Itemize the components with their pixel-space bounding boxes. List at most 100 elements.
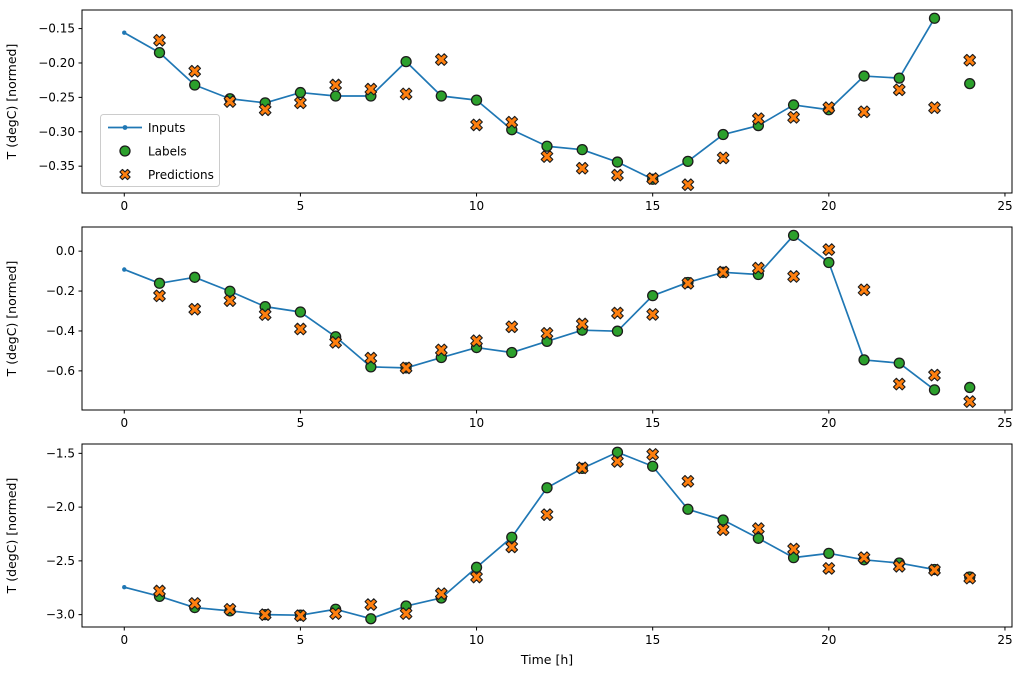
prediction-point [434, 587, 448, 601]
y-tick-label: −0.2 [46, 284, 75, 298]
x-axis: 0 5 10 15 20 25 [120, 627, 1013, 647]
legend-item-label: Inputs [148, 121, 185, 135]
label-point [823, 547, 835, 559]
prediction-point [258, 103, 272, 117]
x-tick-label: 15 [645, 199, 660, 213]
label-point [541, 140, 553, 152]
prediction-point [540, 508, 554, 521]
prediction-point [434, 53, 448, 66]
y-axis-label: T (degC) [normed] [4, 44, 19, 161]
prediction-point [153, 33, 166, 47]
axes-frame [81, 9, 1013, 194]
subplot-1: 0 5 10 15 20 25 −0.15 −0.20 −0.25 −0.30 −0.35 T (de… [4, 9, 1013, 213]
x-tick-label: 0 [120, 633, 128, 647]
prediction-point [505, 540, 519, 554]
legend-inputs-dot-icon [122, 125, 128, 130]
prediction-point [646, 172, 660, 185]
labels-markers [153, 12, 976, 185]
prediction-point [364, 351, 378, 365]
inputs-line [122, 450, 937, 621]
label-point [752, 532, 765, 544]
predictions-markers [153, 243, 977, 408]
input-point [122, 585, 127, 590]
y-tick-label: −0.4 [46, 324, 75, 338]
prediction-point [505, 320, 519, 334]
prediction-point [470, 118, 483, 132]
label-point [717, 514, 729, 526]
y-axis: −0.15 −0.20 −0.25 −0.30 −0.35 [38, 22, 82, 173]
prediction-point [329, 336, 342, 349]
y-axis: −1.5 −2.0 −2.5 −3.0 [46, 446, 82, 622]
prediction-point [540, 327, 554, 340]
legend-item-label: Predictions [148, 168, 214, 182]
prediction-point [646, 308, 660, 321]
label-point [611, 325, 624, 337]
prediction-point [787, 542, 800, 556]
prediction-point [575, 461, 589, 475]
label-point [858, 354, 870, 366]
label-point [224, 285, 236, 297]
label-point [400, 55, 412, 68]
legend-item-label: Labels [148, 144, 187, 158]
label-point [682, 503, 694, 515]
x-axis: 0 5 10 15 20 25 [120, 410, 1013, 430]
predictions-markers [153, 448, 977, 623]
prediction-point [399, 607, 413, 620]
label-point [294, 86, 307, 99]
label-point [858, 70, 870, 82]
prediction-point [681, 474, 695, 488]
subplot-2: 0 5 10 15 20 25 0.0 −0.2 −0.4 −0.6 T (degC) [norme… [4, 226, 1013, 430]
prediction-point [752, 112, 765, 126]
prediction-point [963, 53, 977, 67]
prediction-point [822, 243, 836, 256]
prediction-point [928, 563, 941, 577]
y-tick-label: −1.5 [46, 446, 75, 460]
x-axis-label: Time [h] [520, 652, 573, 667]
subplot-3: 0 5 10 15 20 25 −1.5 −2.0 −2.5 −3.0 T (degC) [norm… [4, 443, 1013, 667]
x-tick-label: 15 [645, 633, 660, 647]
x-tick-label: 25 [997, 633, 1012, 647]
prediction-point [258, 308, 272, 321]
prediction-point [364, 82, 378, 96]
x-tick-label: 10 [469, 416, 484, 430]
prediction-point [364, 598, 378, 611]
x-axis: 0 5 10 15 20 25 [120, 193, 1013, 213]
prediction-point [329, 607, 342, 620]
prediction-point [611, 455, 624, 468]
label-point [964, 381, 976, 394]
legend-labels-circle-icon [119, 145, 131, 157]
input-point [122, 267, 127, 272]
prediction-point [434, 343, 448, 357]
label-point [717, 128, 729, 141]
prediction-point [963, 395, 977, 408]
y-tick-label: −3.0 [46, 608, 75, 622]
label-point [329, 90, 342, 102]
prediction-point [575, 161, 589, 175]
prediction-point [963, 571, 977, 585]
label-point [647, 289, 659, 302]
label-point [189, 271, 201, 283]
y-axis-label: T (degC) [normed] [4, 261, 19, 378]
y-tick-label: −0.30 [38, 125, 75, 139]
prediction-point [153, 289, 166, 303]
label-point [506, 531, 518, 543]
prediction-point [857, 551, 871, 564]
label-point [893, 357, 905, 369]
prediction-point [188, 64, 202, 78]
prediction-point [470, 570, 483, 584]
prediction-point [716, 265, 730, 279]
y-axis-label: T (degC) [normed] [4, 478, 19, 595]
inputs-line [122, 233, 937, 393]
inputs-line [122, 16, 937, 182]
prediction-point [329, 78, 342, 92]
x-tick-label: 5 [297, 416, 305, 430]
label-point [893, 72, 905, 84]
label-point [189, 79, 201, 91]
prediction-point [681, 276, 695, 290]
label-point [470, 94, 483, 106]
label-point [153, 277, 166, 289]
prediction-point [646, 448, 660, 461]
axes-frame [81, 226, 1013, 411]
label-point [435, 90, 447, 102]
